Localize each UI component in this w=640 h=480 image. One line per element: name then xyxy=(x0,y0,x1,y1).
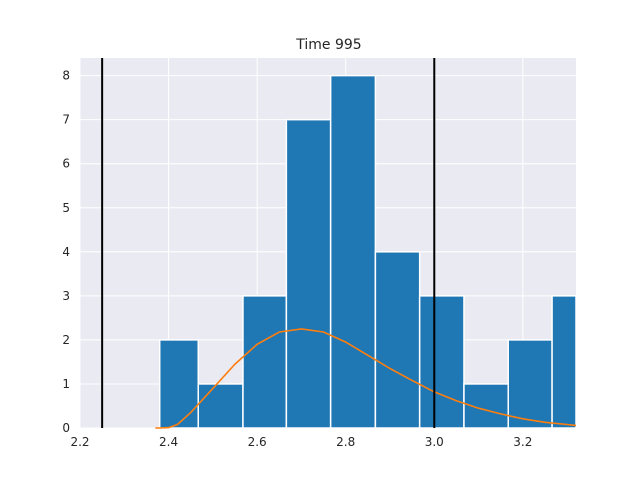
x-tick-label-0: 2.2 xyxy=(70,435,89,449)
x-tick-label-2: 2.6 xyxy=(248,435,267,449)
histogram-bar-7 xyxy=(463,383,509,429)
y-tick-label-6: 6 xyxy=(62,157,70,171)
histogram-bar-6 xyxy=(418,295,465,429)
histogram-bar-0 xyxy=(158,339,199,429)
histogram-bar-3 xyxy=(285,118,332,429)
histogram-bar-9 xyxy=(551,295,577,429)
x-tick-label-1: 2.4 xyxy=(159,435,178,449)
chart-title: Time 995 xyxy=(295,37,361,53)
y-tick-label-0: 0 xyxy=(62,421,70,435)
histogram-bar-1 xyxy=(197,383,244,429)
histogram-bars xyxy=(158,74,577,429)
threshold-lines xyxy=(101,58,436,428)
histogram-bar-5 xyxy=(374,251,421,429)
density-curve xyxy=(155,328,577,429)
histogram-bar-4 xyxy=(329,74,377,429)
y-tick-label-4: 4 xyxy=(62,245,70,259)
y-tick-label-2: 2 xyxy=(62,333,70,347)
x-axis-ticks: 2.2 2.4 2.6 2.8 3.0 3.2 xyxy=(70,435,532,449)
histogram-bar-8 xyxy=(507,339,553,429)
y-tick-label-3: 3 xyxy=(62,289,70,303)
x-tick-label-4: 3.0 xyxy=(425,435,444,449)
y-tick-label-5: 5 xyxy=(62,201,70,215)
y-tick-label-7: 7 xyxy=(62,113,70,127)
y-tick-label-8: 8 xyxy=(62,69,70,83)
y-axis-ticks: 0 1 2 3 4 5 6 7 8 xyxy=(62,69,70,435)
y-tick-label-1: 1 xyxy=(62,377,70,391)
x-tick-label-3: 2.8 xyxy=(336,435,355,449)
histogram-bar-2 xyxy=(242,295,288,429)
x-tick-label-5: 3.2 xyxy=(513,435,532,449)
